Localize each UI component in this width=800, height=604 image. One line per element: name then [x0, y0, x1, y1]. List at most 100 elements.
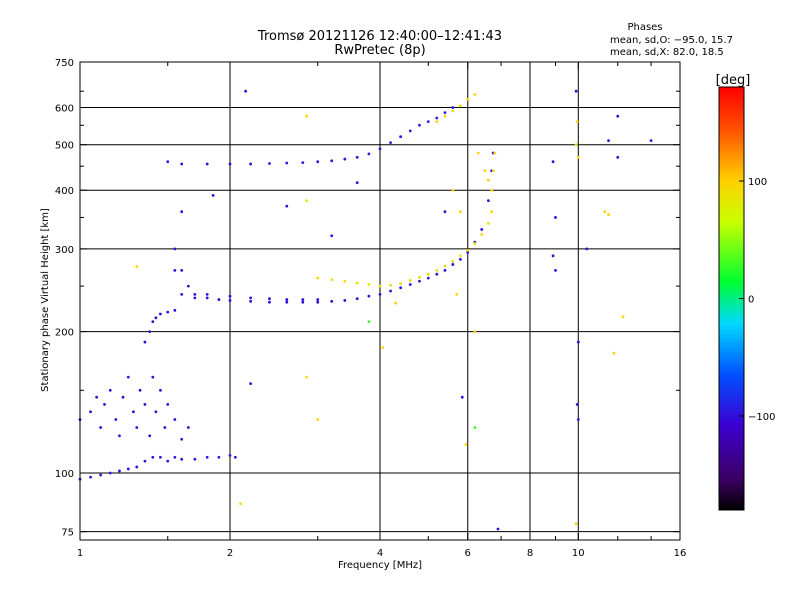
- y-axis-label: Stationary phase Virtual Height [km]: [40, 208, 51, 392]
- trace-point: [138, 388, 142, 392]
- y-tick-label: 400: [55, 186, 74, 197]
- scatter-point: [574, 522, 578, 526]
- scatter-point: [135, 265, 139, 269]
- data-points: [78, 89, 653, 531]
- scatter-point: [330, 234, 334, 238]
- x-tick-label: 8: [527, 548, 533, 559]
- trace-point: [217, 455, 221, 459]
- y-tick-label: 75: [61, 528, 74, 539]
- trace-point: [180, 437, 184, 441]
- trace-point: [268, 297, 271, 301]
- trace-point: [180, 162, 184, 166]
- trace-point: [180, 457, 184, 461]
- x-tick-label: 4: [377, 548, 383, 559]
- trace-point: [443, 264, 447, 268]
- trace-point: [143, 340, 147, 344]
- grid: [80, 62, 680, 540]
- scatter-point: [244, 89, 248, 93]
- trace-point: [399, 135, 403, 139]
- trace-point: [126, 375, 130, 379]
- trace-point: [330, 159, 334, 163]
- trace-point: [285, 298, 289, 301]
- scatter-point: [621, 315, 625, 319]
- scatter-point: [305, 114, 309, 118]
- trace-point: [159, 455, 162, 459]
- trace-point: [343, 279, 347, 283]
- trace-point: [378, 284, 382, 288]
- trace-point: [186, 284, 190, 288]
- trace-point: [316, 298, 320, 301]
- trace-point: [435, 116, 439, 120]
- trace-point: [151, 375, 155, 379]
- trace-point: [355, 281, 359, 285]
- scatter-point: [381, 346, 385, 349]
- scatter-point: [473, 330, 477, 334]
- trace-point: [118, 469, 121, 473]
- trace-point: [205, 455, 209, 459]
- scatter-point: [305, 375, 309, 379]
- trace-point: [418, 123, 421, 127]
- trace-point: [143, 402, 147, 406]
- scatter-point: [576, 340, 580, 344]
- scatter-point: [554, 268, 557, 272]
- trace-point: [473, 92, 477, 96]
- scatter-point: [575, 402, 579, 406]
- trace-point: [389, 289, 392, 293]
- scatter-point: [575, 120, 579, 123]
- trace-point: [268, 162, 271, 165]
- trace-point: [108, 471, 112, 475]
- plot-frame: [79, 61, 681, 541]
- trace-point: [173, 247, 177, 251]
- phases-line-o: mean, sd,O: −95.0, 15.7: [610, 35, 733, 46]
- trace-point: [389, 141, 392, 145]
- scatter-point: [574, 143, 578, 147]
- trace-point: [426, 272, 430, 276]
- scatter-point: [367, 320, 371, 324]
- scatter-point: [473, 426, 477, 429]
- scatter-point: [305, 199, 309, 203]
- y-tick-label: 300: [55, 245, 74, 256]
- trace-point: [99, 473, 103, 477]
- scatter-point: [173, 268, 177, 272]
- chart-subtitle: RwPretec (8p): [334, 43, 425, 58]
- trace-point: [367, 283, 371, 286]
- trace-point: [285, 161, 289, 165]
- trace-point: [418, 275, 421, 279]
- trace-point: [249, 162, 253, 166]
- trace-point: [108, 388, 112, 392]
- trace-point: [459, 254, 462, 258]
- trace-point: [451, 260, 455, 263]
- trace-point: [443, 268, 447, 272]
- trace-point: [459, 104, 462, 108]
- trace-point: [268, 300, 271, 304]
- trace-point: [151, 455, 155, 459]
- scatter-point: [460, 395, 464, 399]
- trace-point: [408, 279, 412, 282]
- trace-point: [486, 178, 490, 182]
- phases-title: Phases: [627, 22, 662, 33]
- scatter-point: [316, 418, 320, 421]
- trace-point: [408, 283, 412, 286]
- trace-point: [355, 155, 359, 159]
- scatter-point: [496, 527, 500, 531]
- scatter-point: [649, 139, 653, 143]
- trace-point: [316, 300, 320, 304]
- x-tick-label: 16: [674, 548, 687, 559]
- trace-point: [443, 111, 447, 115]
- trace-point: [355, 297, 359, 301]
- scatter-point: [249, 382, 253, 385]
- trace-point: [132, 410, 135, 414]
- colorbar-ticks: 100 0 −100: [739, 177, 775, 423]
- trace-point: [228, 162, 232, 166]
- trace-point: [367, 152, 371, 156]
- trace-point: [466, 248, 470, 252]
- scatter-point: [211, 193, 215, 197]
- trace-point: [473, 242, 477, 245]
- trace-point: [466, 250, 470, 254]
- trace-point: [118, 434, 121, 438]
- trace-point: [378, 293, 382, 296]
- trace-point: [490, 210, 494, 214]
- trace-point: [228, 299, 232, 302]
